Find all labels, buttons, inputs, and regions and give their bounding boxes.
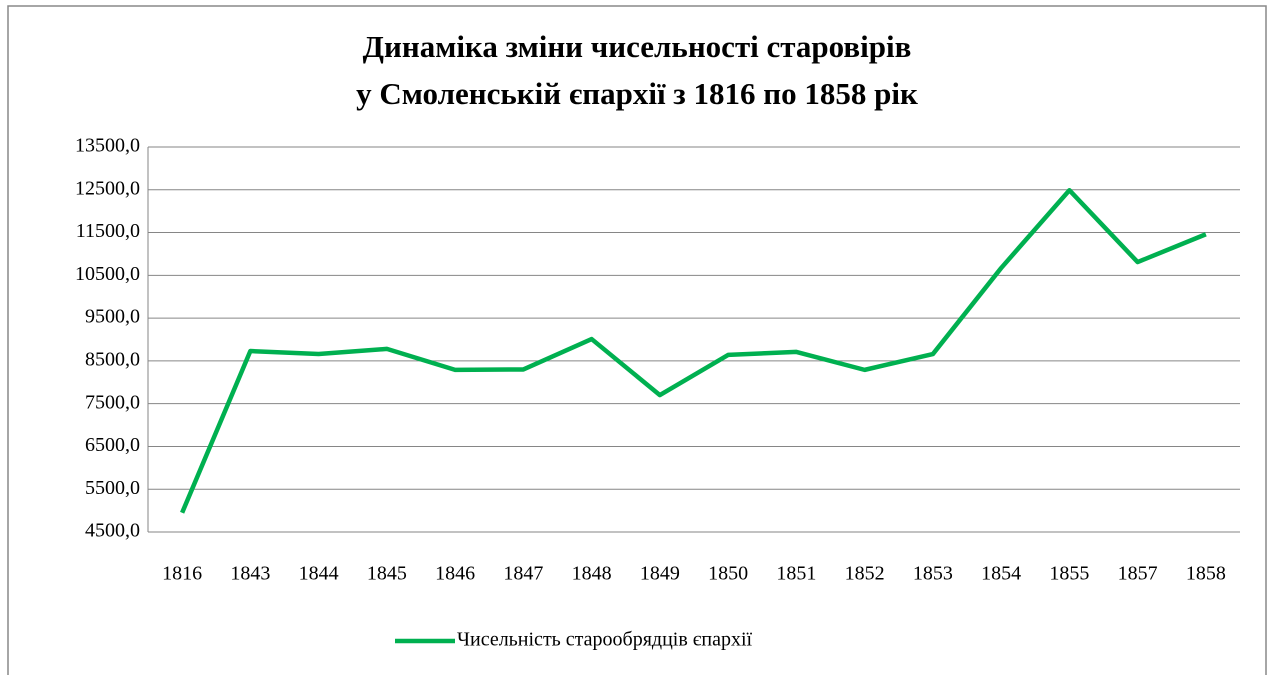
x-tick-label: 1847 xyxy=(503,563,543,585)
x-tick-label: 1852 xyxy=(845,563,885,585)
chart-title: у Смоленській єпархії з 1816 по 1858 рік xyxy=(356,76,918,111)
y-tick-label: 4500,0 xyxy=(85,520,140,542)
x-tick-label: 1853 xyxy=(913,563,953,585)
y-tick-label: 7500,0 xyxy=(85,391,140,413)
y-tick-label: 8500,0 xyxy=(85,348,140,370)
chart-border xyxy=(7,5,1267,675)
x-tick-label: 1848 xyxy=(572,563,612,585)
y-tick-label: 10500,0 xyxy=(75,263,140,285)
x-tick-label: 1846 xyxy=(435,563,475,585)
y-tick-label: 11500,0 xyxy=(76,220,140,242)
chart-title: Динаміка зміни чисельності старовірів xyxy=(363,29,912,64)
x-tick-label: 1849 xyxy=(640,563,680,585)
legend-label: Чисельність старообрядців єпархії xyxy=(457,629,753,651)
x-tick-label: 1858 xyxy=(1186,563,1226,585)
data-line xyxy=(180,187,1207,514)
y-tick-label: 9500,0 xyxy=(85,306,140,328)
y-tick-label: 13500,0 xyxy=(75,135,140,157)
x-tick-label: 1843 xyxy=(230,563,270,585)
y-tick-label: 12500,0 xyxy=(75,177,140,199)
x-tick-label: 1851 xyxy=(776,563,816,585)
x-tick-label: 1855 xyxy=(1049,563,1089,585)
x-tick-label: 1816 xyxy=(162,563,202,585)
x-tick-label: 1844 xyxy=(299,563,339,585)
x-tick-label: 1845 xyxy=(367,563,407,585)
x-tick-label: 1854 xyxy=(981,563,1021,585)
y-tick-label: 5500,0 xyxy=(85,477,140,499)
y-tick-label: 6500,0 xyxy=(85,434,140,456)
x-tick-label: 1857 xyxy=(1118,563,1158,585)
x-tick-label: 1850 xyxy=(708,563,748,585)
